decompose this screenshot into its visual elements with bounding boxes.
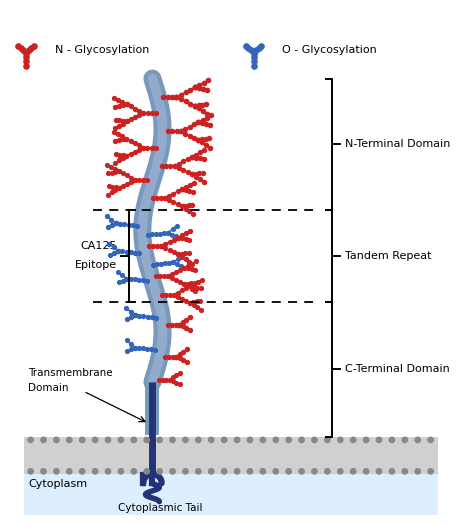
- Circle shape: [325, 437, 330, 443]
- Circle shape: [428, 469, 433, 474]
- Text: Transmembrane: Transmembrane: [28, 368, 113, 378]
- Circle shape: [105, 437, 110, 443]
- Circle shape: [92, 437, 98, 443]
- Circle shape: [170, 469, 175, 474]
- Circle shape: [183, 469, 188, 474]
- Text: CA125: CA125: [80, 242, 117, 251]
- Circle shape: [144, 469, 149, 474]
- Circle shape: [221, 469, 227, 474]
- Circle shape: [196, 437, 201, 443]
- Circle shape: [28, 437, 33, 443]
- Circle shape: [364, 437, 369, 443]
- Circle shape: [28, 469, 33, 474]
- Text: Tandem Repeat: Tandem Repeat: [345, 250, 431, 260]
- Circle shape: [131, 469, 137, 474]
- Circle shape: [67, 437, 72, 443]
- Bar: [24, 437, 438, 474]
- Circle shape: [92, 469, 98, 474]
- Circle shape: [415, 469, 420, 474]
- Circle shape: [286, 437, 292, 443]
- Circle shape: [428, 437, 433, 443]
- Bar: [24, 474, 438, 516]
- Text: N-Terminal Domain: N-Terminal Domain: [345, 139, 450, 149]
- Circle shape: [105, 469, 110, 474]
- Text: O - Glycosylation: O - Glycosylation: [282, 46, 377, 56]
- Circle shape: [183, 437, 188, 443]
- Circle shape: [196, 469, 201, 474]
- Circle shape: [41, 469, 46, 474]
- Circle shape: [221, 437, 227, 443]
- Circle shape: [389, 437, 394, 443]
- Circle shape: [209, 469, 214, 474]
- Circle shape: [118, 437, 124, 443]
- Circle shape: [350, 469, 356, 474]
- Circle shape: [157, 437, 162, 443]
- Circle shape: [299, 437, 304, 443]
- Circle shape: [312, 437, 317, 443]
- Circle shape: [376, 437, 382, 443]
- Circle shape: [402, 469, 408, 474]
- Circle shape: [376, 469, 382, 474]
- Circle shape: [299, 469, 304, 474]
- Text: C-Terminal Domain: C-Terminal Domain: [345, 364, 449, 374]
- Circle shape: [131, 437, 137, 443]
- Circle shape: [389, 469, 394, 474]
- Circle shape: [273, 437, 278, 443]
- Text: Epitope: Epitope: [74, 260, 117, 270]
- Circle shape: [260, 469, 265, 474]
- Circle shape: [234, 469, 240, 474]
- Circle shape: [350, 437, 356, 443]
- Circle shape: [54, 469, 59, 474]
- Circle shape: [144, 437, 149, 443]
- Circle shape: [402, 437, 408, 443]
- Circle shape: [415, 437, 420, 443]
- Circle shape: [234, 437, 240, 443]
- Circle shape: [273, 469, 278, 474]
- Circle shape: [41, 437, 46, 443]
- Circle shape: [337, 469, 343, 474]
- Circle shape: [247, 469, 253, 474]
- Circle shape: [247, 437, 253, 443]
- Circle shape: [209, 437, 214, 443]
- Circle shape: [260, 437, 265, 443]
- Circle shape: [286, 469, 292, 474]
- Text: Domain: Domain: [28, 383, 69, 393]
- Circle shape: [364, 469, 369, 474]
- Circle shape: [170, 437, 175, 443]
- Circle shape: [312, 469, 317, 474]
- Circle shape: [118, 469, 124, 474]
- Circle shape: [67, 469, 72, 474]
- Circle shape: [325, 469, 330, 474]
- Circle shape: [54, 437, 59, 443]
- Circle shape: [337, 437, 343, 443]
- Text: N - Glycosylation: N - Glycosylation: [55, 46, 149, 56]
- Text: Cytoplasmic Tail: Cytoplasmic Tail: [118, 502, 203, 512]
- Circle shape: [157, 469, 162, 474]
- Circle shape: [80, 437, 85, 443]
- Text: Cytoplasm: Cytoplasm: [28, 479, 87, 489]
- Circle shape: [80, 469, 85, 474]
